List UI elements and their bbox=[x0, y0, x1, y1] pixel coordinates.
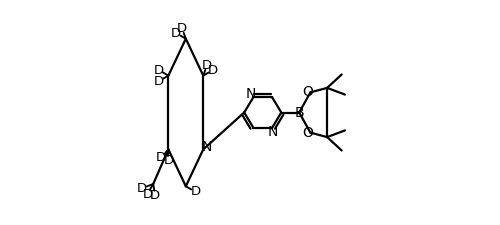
Text: D: D bbox=[142, 188, 152, 201]
Text: N: N bbox=[268, 125, 278, 139]
Text: D: D bbox=[154, 75, 164, 88]
Text: D: D bbox=[137, 182, 147, 195]
Text: D: D bbox=[202, 58, 212, 72]
Text: D: D bbox=[164, 154, 173, 167]
Text: D: D bbox=[177, 22, 187, 35]
Text: D: D bbox=[150, 189, 160, 202]
Text: D: D bbox=[171, 27, 181, 40]
Text: N: N bbox=[246, 87, 256, 101]
Text: O: O bbox=[302, 126, 313, 140]
Text: D: D bbox=[156, 151, 166, 164]
Text: D: D bbox=[190, 185, 200, 198]
Text: N: N bbox=[202, 140, 212, 154]
Text: B: B bbox=[294, 106, 304, 119]
Text: O: O bbox=[302, 85, 313, 99]
Text: D: D bbox=[154, 63, 164, 76]
Text: D: D bbox=[208, 63, 218, 76]
